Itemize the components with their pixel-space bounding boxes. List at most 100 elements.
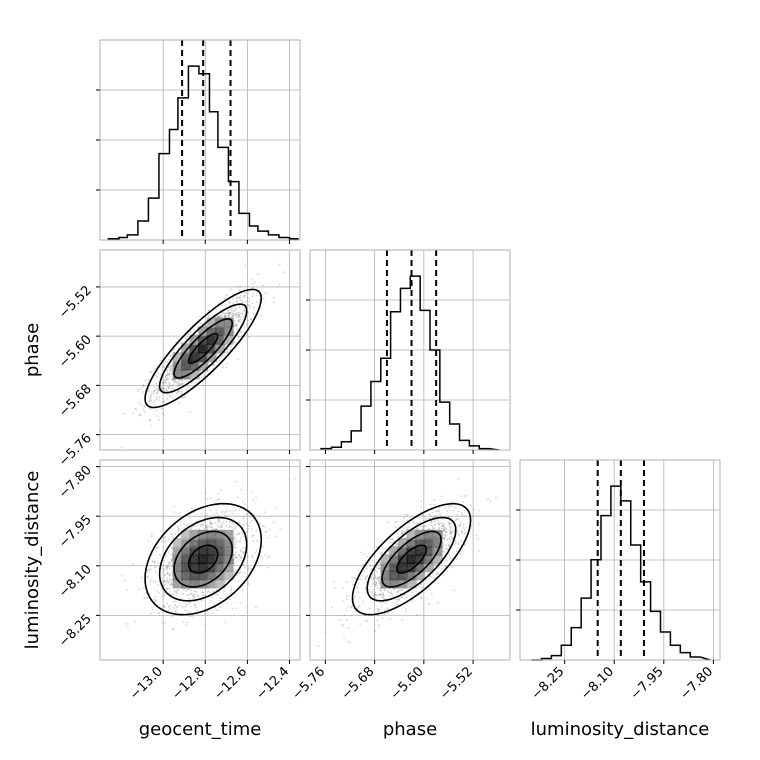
sample-point <box>243 308 246 310</box>
sample-point <box>157 388 160 390</box>
sample-point <box>332 580 335 583</box>
sample-point <box>429 521 432 524</box>
sample-point <box>165 567 168 570</box>
sample-point <box>206 524 208 526</box>
sample-point <box>463 543 466 546</box>
sample-point <box>195 381 197 384</box>
density-cell <box>181 578 192 589</box>
density-cell <box>181 554 192 565</box>
sample-point <box>463 533 466 536</box>
sample-point <box>255 529 258 532</box>
sample-point <box>242 523 245 526</box>
sample-point <box>458 534 461 537</box>
sample-point <box>236 324 239 326</box>
density-cell <box>389 554 400 565</box>
sample-point <box>206 610 208 613</box>
sample-point <box>162 606 165 608</box>
sample-point <box>255 606 257 608</box>
sample-point <box>375 581 378 584</box>
sample-point <box>246 523 249 525</box>
sample-point <box>457 510 460 513</box>
sample-point <box>149 568 152 571</box>
sample-point <box>374 581 376 583</box>
sample-point <box>444 507 447 510</box>
sample-point <box>438 526 441 529</box>
sample-point <box>415 523 418 526</box>
sample-point <box>405 607 408 610</box>
sample-point <box>252 283 254 286</box>
sample-point <box>378 567 381 569</box>
density-cell <box>189 369 200 380</box>
sample-point <box>238 555 241 558</box>
sample-point <box>170 373 173 376</box>
sample-point <box>235 607 238 610</box>
sample-point <box>235 312 238 314</box>
sample-point <box>174 609 177 612</box>
sample-point <box>251 302 253 305</box>
sample-point <box>200 524 202 527</box>
sample-point <box>217 504 220 507</box>
y-tick-label: −5.60 <box>56 332 95 371</box>
sample-point <box>262 297 265 300</box>
sample-point <box>235 301 238 303</box>
sample-point <box>156 547 158 549</box>
sample-point <box>161 401 164 404</box>
sample-point <box>411 591 413 594</box>
sample-point <box>218 519 221 522</box>
sample-point <box>155 571 157 573</box>
sample-point <box>396 543 398 546</box>
sample-point <box>373 593 376 596</box>
sample-point <box>146 576 149 579</box>
sample-point <box>433 503 436 506</box>
contour-2σ <box>144 502 263 616</box>
sample-point <box>233 319 236 322</box>
sample-point <box>377 576 380 579</box>
sample-point <box>166 577 169 580</box>
density-cell <box>423 554 434 565</box>
sample-point <box>199 315 201 318</box>
sample-point <box>174 604 177 607</box>
contour-2σ <box>144 288 263 409</box>
sample-point <box>358 604 361 607</box>
sample-point <box>216 315 219 318</box>
sample-point <box>376 594 379 597</box>
sample-point <box>168 372 171 375</box>
density-cell <box>206 570 217 581</box>
sample-point <box>154 374 157 377</box>
density-cell <box>423 537 434 548</box>
sample-point <box>170 559 173 562</box>
sample-point <box>350 606 353 609</box>
sample-point <box>401 533 403 535</box>
sample-point <box>235 300 238 302</box>
sample-point <box>176 525 179 528</box>
sample-point <box>361 574 363 577</box>
sample-point <box>235 533 238 536</box>
sample-point <box>377 608 380 611</box>
sample-point <box>379 593 381 596</box>
sample-point <box>433 515 436 518</box>
sample-point <box>448 509 451 512</box>
sample-point <box>453 589 456 592</box>
sample-point <box>155 398 158 401</box>
sample-point <box>160 359 162 362</box>
sample-point <box>164 376 167 379</box>
sample-point <box>238 335 240 338</box>
sample-point <box>455 518 458 521</box>
sample-point <box>171 384 174 386</box>
sample-point <box>273 301 276 304</box>
sample-point <box>442 537 445 540</box>
sample-point <box>186 621 189 624</box>
sample-point <box>140 576 143 579</box>
sample-point <box>238 314 240 316</box>
sample-point <box>434 520 436 523</box>
sample-point <box>235 568 238 571</box>
sample-point <box>166 374 169 376</box>
density-cell <box>406 562 417 573</box>
sample-point <box>252 292 255 295</box>
sample-point <box>219 596 221 599</box>
density-cell <box>172 352 183 363</box>
sample-point <box>161 540 163 543</box>
sample-point <box>375 571 378 573</box>
sample-point <box>207 315 210 318</box>
sample-point <box>238 306 241 309</box>
